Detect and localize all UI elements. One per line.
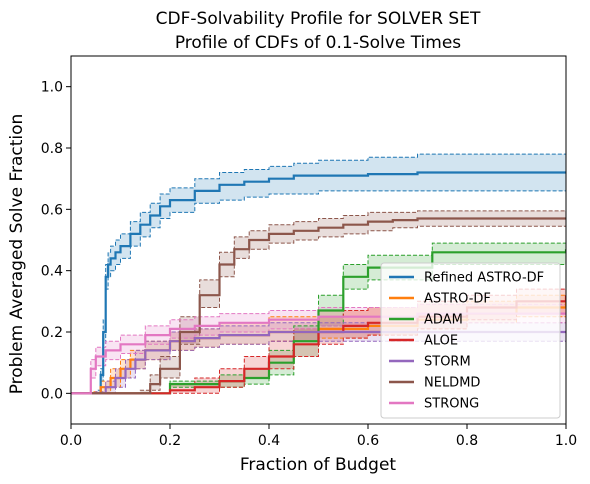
plot-frame (70, 55, 567, 425)
x-axis-ticks: 0.0 0.2 0.4 0.6 0.8 1.0 (60, 424, 577, 449)
y-axis-ticks: 0.0 0.2 0.4 0.6 0.8 1.0 (41, 80, 71, 402)
x-tick-label: 0.8 (456, 433, 478, 449)
legend-label-neldmd: NELDMD (424, 376, 480, 391)
y-tick-label: 0.0 (41, 386, 63, 402)
chart-subtitle: Profile of CDFs of 0.1-Solve Times (175, 33, 461, 53)
legend-box (380, 262, 561, 419)
legend-label-astro-df: ASTRO-DF (424, 292, 491, 307)
x-tick-label: 1.0 (555, 433, 577, 449)
legend-label-strong: STRONG (424, 397, 479, 412)
legend-label-aloe: ALOE (424, 334, 458, 349)
x-tick-label: 0.6 (357, 433, 379, 449)
y-tick-label: 0.6 (41, 202, 63, 218)
line-neldmd (71, 217, 566, 395)
upper-bound-neldmd (71, 210, 566, 394)
legend-label-storm: STORM (424, 355, 471, 370)
x-tick-label: 0.2 (159, 433, 181, 449)
y-tick-label: 1.0 (41, 80, 63, 96)
legend-label-adam: ADAM (424, 313, 463, 328)
legend-label-refined-astro-df: Refined ASTRO-DF (424, 271, 544, 286)
line-storm (71, 330, 566, 395)
y-tick-label: 0.4 (41, 264, 63, 280)
chart-title: CDF-Solvability Profile for SOLVER SET (156, 9, 481, 29)
line-refined-astro-df (71, 171, 566, 395)
y-tick-label: 0.2 (41, 325, 63, 341)
lower-bound-neldmd (71, 225, 566, 394)
x-axis-label: Fraction of Budget (240, 455, 397, 475)
x-tick-label: 0.0 (60, 433, 82, 449)
band-refined-astro-df (71, 154, 566, 394)
legend: Refined ASTRO-DF ASTRO-DF ADAM ALOE STORM NEL… (380, 262, 561, 419)
y-tick-label: 0.8 (41, 141, 63, 157)
y-axis-label: Problem Averaged Solve Fraction (7, 114, 27, 395)
x-tick-label: 0.4 (258, 433, 280, 449)
